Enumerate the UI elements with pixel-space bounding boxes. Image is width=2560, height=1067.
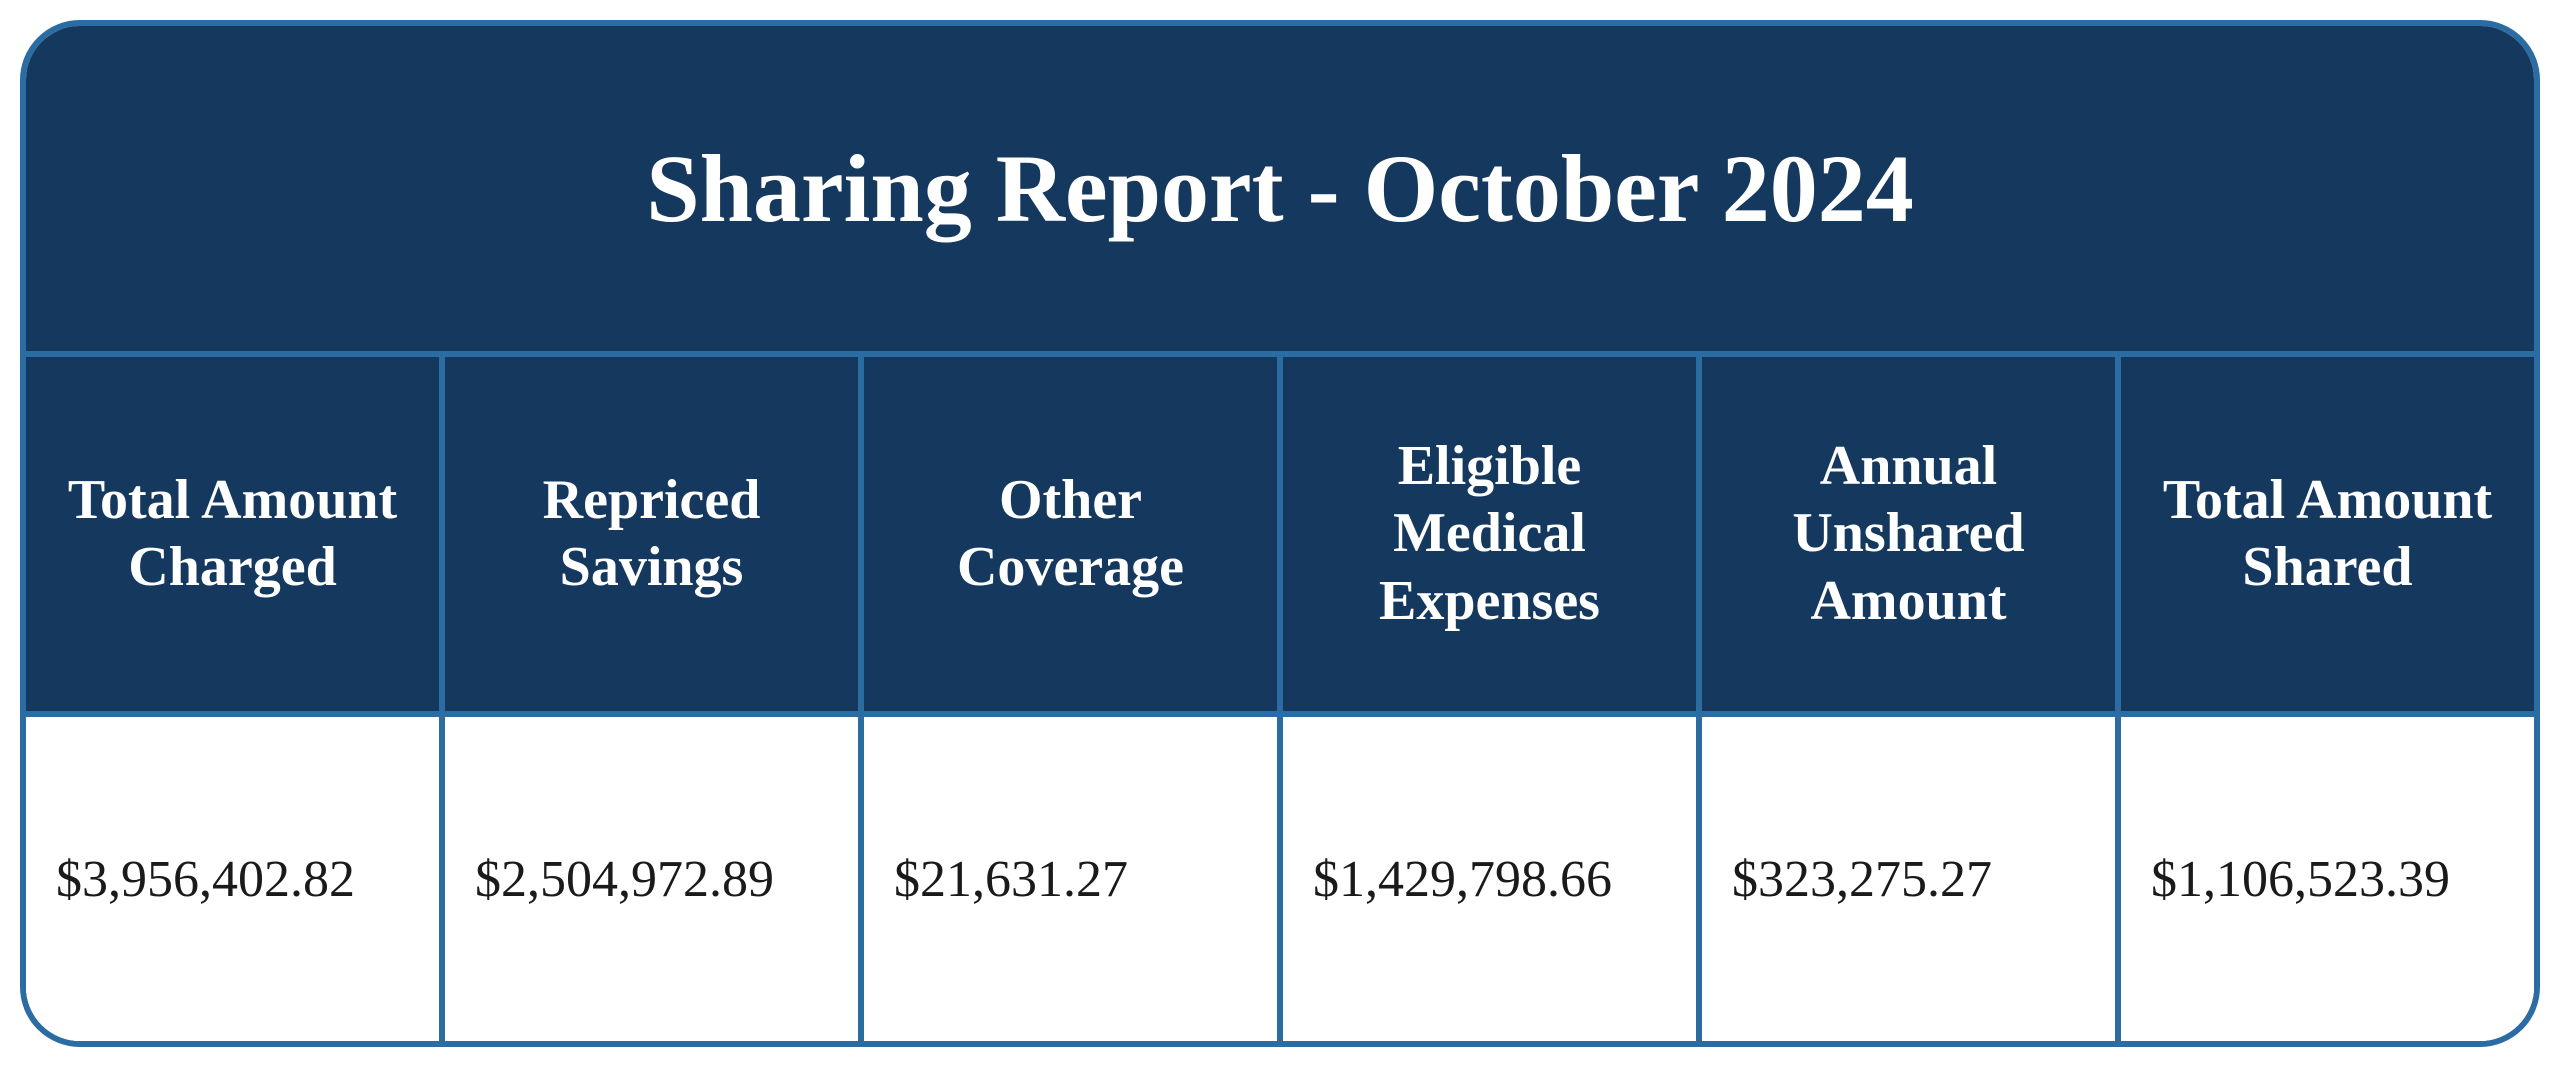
header-cell-other-coverage: Other Coverage [864, 357, 1283, 711]
value-text: $1,429,798.66 [1313, 850, 1612, 909]
value-text: $21,631.27 [894, 850, 1128, 909]
value-row: $3,956,402.82 $2,504,972.89 $21,631.27 $… [26, 711, 2534, 1041]
value-text: $2,504,972.89 [475, 850, 774, 909]
header-label: Total Amount Charged [50, 467, 415, 601]
header-label: Total Amount Shared [2145, 467, 2510, 601]
header-cell-total-charged: Total Amount Charged [26, 357, 445, 711]
header-cell-eligible-expenses: Eligible Medical Expenses [1283, 357, 1702, 711]
header-cell-unshared-amount: Annual Unshared Amount [1702, 357, 2121, 711]
header-row: Total Amount Charged Repriced Savings Ot… [26, 351, 2534, 711]
value-cell-total-shared: $1,106,523.39 [2121, 717, 2534, 1041]
value-text: $323,275.27 [1732, 850, 1992, 909]
value-cell-eligible-expenses: $1,429,798.66 [1283, 717, 1702, 1041]
value-text: $1,106,523.39 [2151, 850, 2450, 909]
title-row: Sharing Report - October 2024 [26, 26, 2534, 351]
sharing-report-table: Sharing Report - October 2024 Total Amou… [20, 20, 2540, 1047]
value-cell-total-charged: $3,956,402.82 [26, 717, 445, 1041]
header-label: Other Coverage [888, 467, 1253, 601]
report-title: Sharing Report - October 2024 [646, 133, 1913, 244]
header-label: Eligible Medical Expenses [1307, 433, 1672, 635]
value-cell-unshared-amount: $323,275.27 [1702, 717, 2121, 1041]
header-label: Annual Unshared Amount [1726, 433, 2091, 635]
header-label: Repriced Savings [469, 467, 834, 601]
value-cell-repriced-savings: $2,504,972.89 [445, 717, 864, 1041]
header-cell-repriced-savings: Repriced Savings [445, 357, 864, 711]
value-text: $3,956,402.82 [56, 850, 355, 909]
header-cell-total-shared: Total Amount Shared [2121, 357, 2534, 711]
value-cell-other-coverage: $21,631.27 [864, 717, 1283, 1041]
